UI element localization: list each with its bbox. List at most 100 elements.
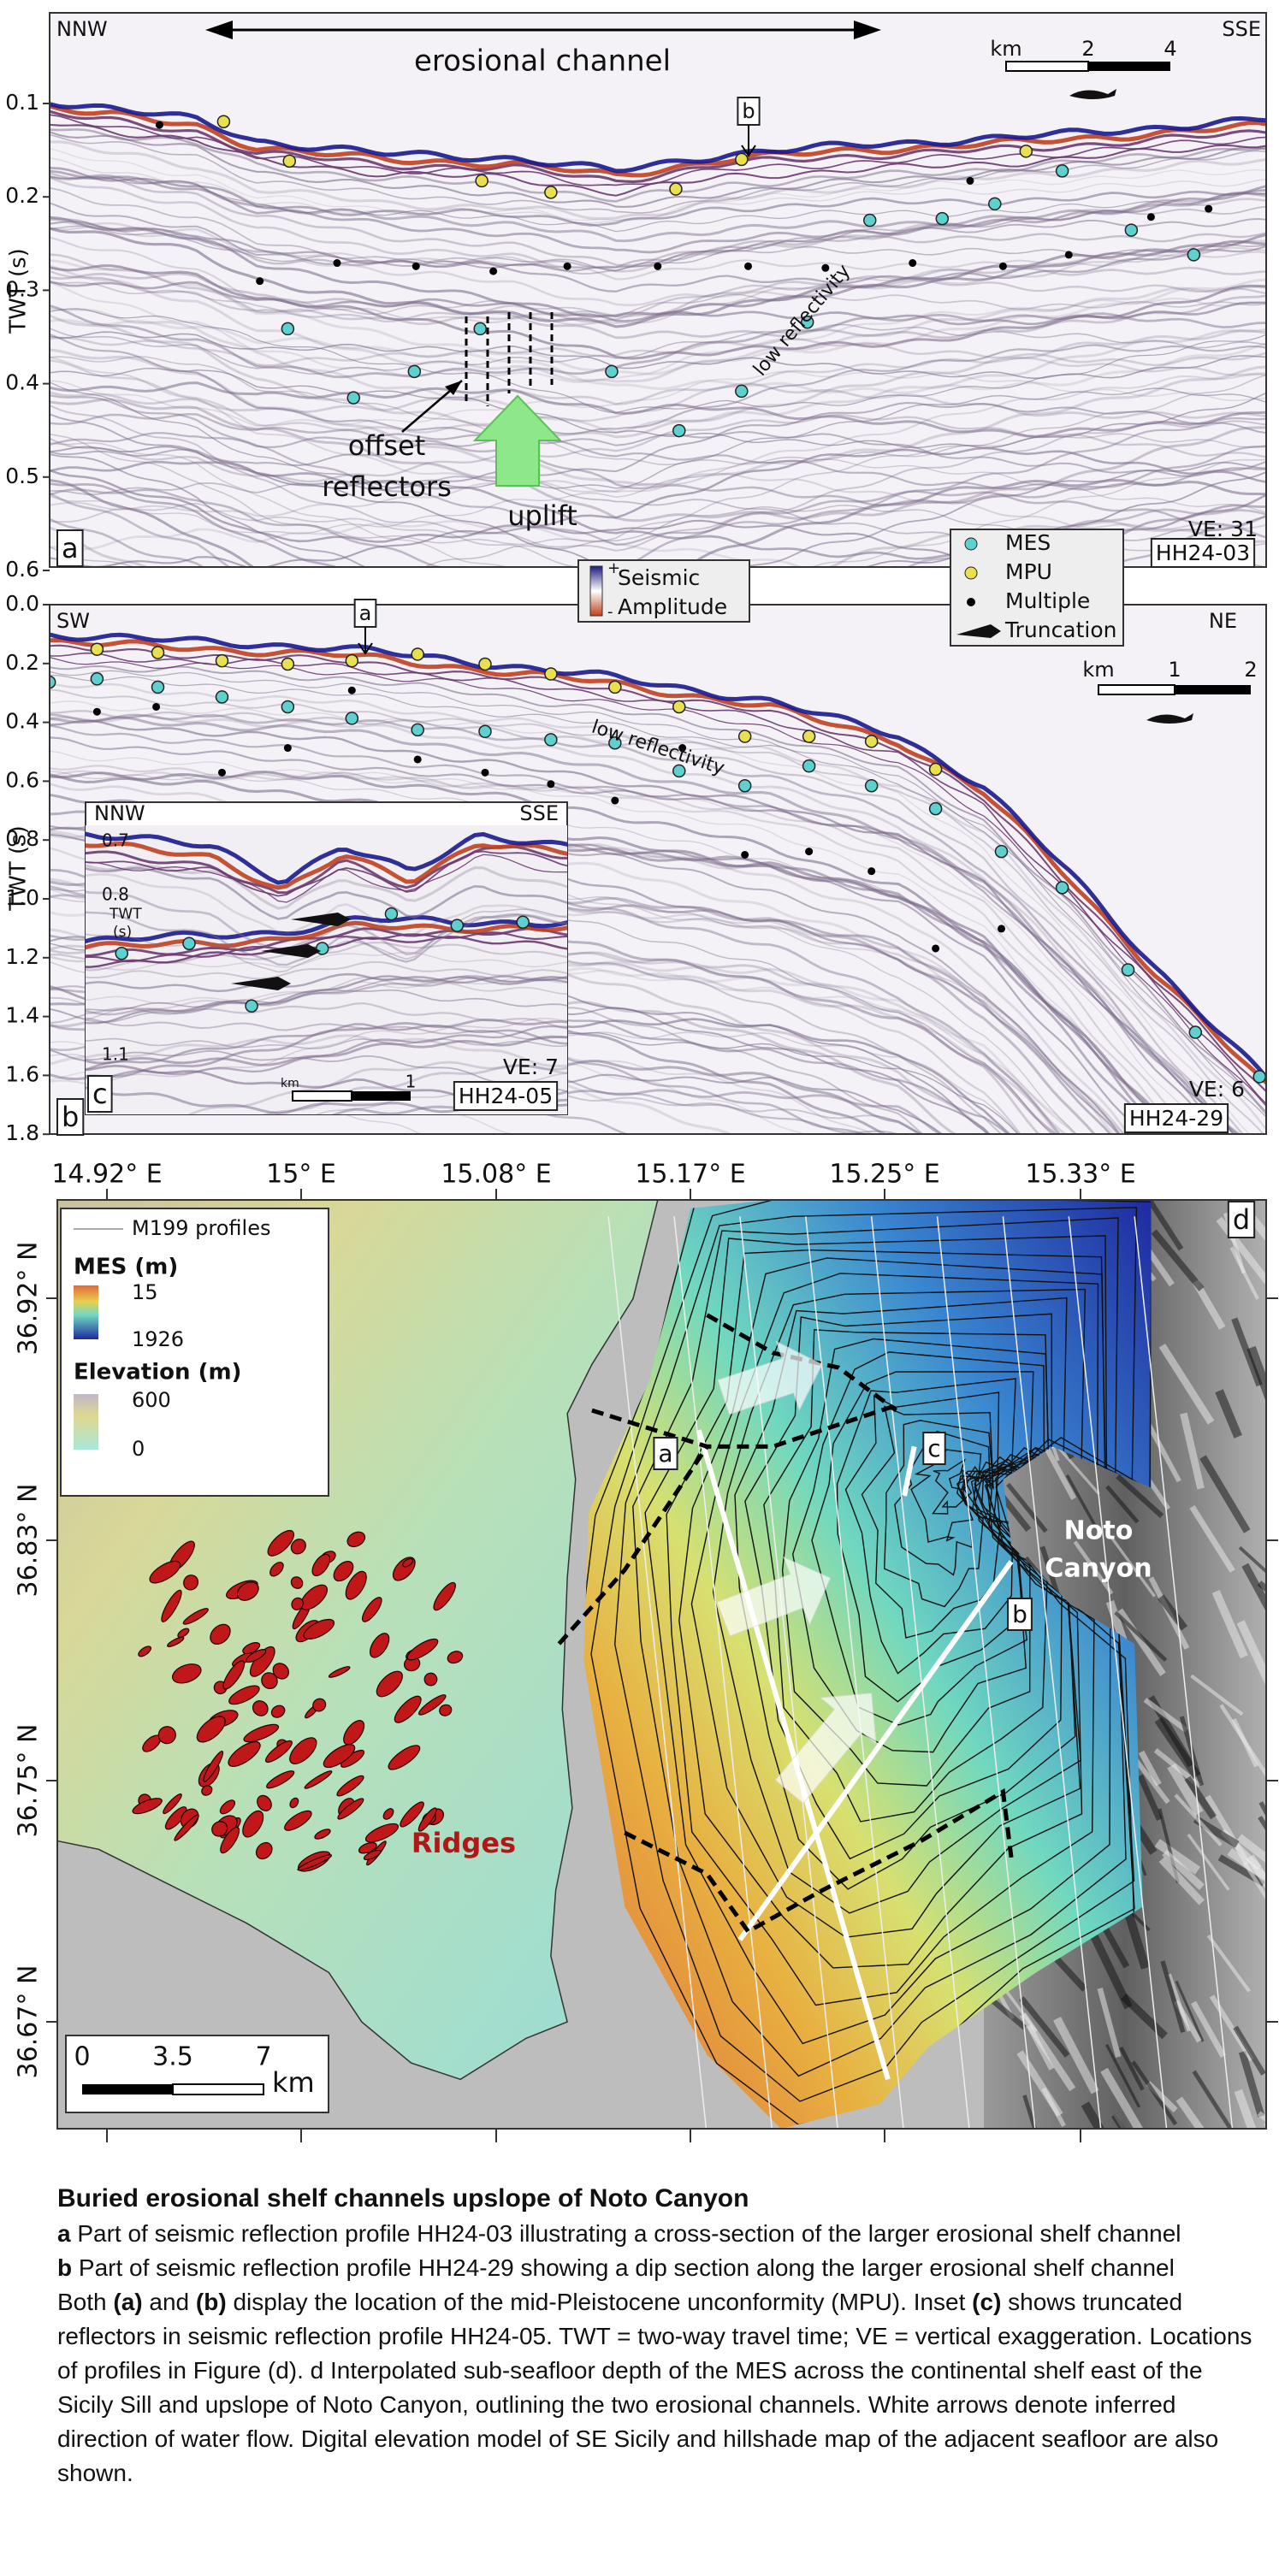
horizon-marker bbox=[1055, 881, 1069, 895]
reflector bbox=[86, 1037, 567, 1049]
label: Elevation (m) bbox=[74, 1360, 241, 1385]
hillshade-streak bbox=[1234, 2089, 1257, 2129]
hillshade-streak bbox=[1105, 1485, 1140, 1524]
hillshade-streak bbox=[1081, 2101, 1105, 2129]
hillshade-streak bbox=[1233, 2025, 1266, 2076]
horizon-marker bbox=[1019, 145, 1033, 158]
reflector bbox=[50, 719, 1235, 1134]
hillshade-streak bbox=[1053, 2016, 1099, 2094]
reflector bbox=[50, 446, 1266, 567]
reflector bbox=[50, 225, 1266, 281]
reflector bbox=[50, 169, 1266, 254]
horizon-marker bbox=[802, 730, 816, 743]
inset-c bbox=[85, 801, 568, 1115]
hillshade-streak bbox=[1019, 1996, 1070, 2058]
ridge bbox=[257, 1794, 272, 1811]
reflector bbox=[50, 446, 1266, 543]
reflector bbox=[50, 370, 1266, 428]
scale-bar bbox=[1098, 684, 1175, 695]
label-box: c bbox=[87, 1075, 113, 1113]
y-tick-label: 0.2 bbox=[5, 183, 39, 208]
label: VE: 7 bbox=[503, 1055, 559, 1079]
reflector bbox=[50, 202, 1266, 272]
label-box bbox=[737, 97, 761, 126]
reflector bbox=[50, 216, 1266, 306]
hillshade-streak bbox=[1160, 1960, 1186, 2033]
horizon-marker bbox=[966, 176, 974, 185]
seismic-a bbox=[50, 13, 1266, 567]
hillshade-streak bbox=[1065, 1474, 1098, 1528]
legend-swatch bbox=[967, 598, 975, 606]
label-box bbox=[56, 1098, 85, 1136]
hillshade-streak bbox=[1097, 1988, 1122, 2058]
ridge bbox=[369, 1633, 390, 1658]
horizon-marker bbox=[737, 730, 752, 743]
reflector bbox=[50, 490, 1266, 567]
caption-title: Buried erosional shelf channels upslope … bbox=[57, 2184, 749, 2213]
reflector bbox=[50, 478, 1266, 567]
flow-arrow bbox=[774, 1693, 877, 1805]
reflector bbox=[50, 404, 1266, 552]
hillshade-streak bbox=[1162, 1849, 1205, 1890]
reflector bbox=[50, 264, 1266, 383]
caption-text: Both bbox=[57, 2289, 114, 2315]
horizon-marker bbox=[333, 259, 341, 268]
hillshade-streak bbox=[1190, 2000, 1226, 2058]
label: km bbox=[1082, 658, 1114, 682]
hillshade-streak bbox=[1111, 2113, 1126, 2129]
label: 2 bbox=[1081, 37, 1094, 61]
y-axis-label: TWT (s) bbox=[6, 825, 32, 912]
reflector bbox=[50, 272, 1266, 340]
reflector bbox=[50, 220, 1266, 292]
hillshade-streak bbox=[1151, 1229, 1205, 1291]
ridge bbox=[201, 1785, 213, 1796]
reflector bbox=[50, 674, 1266, 1118]
reflector bbox=[50, 520, 1266, 567]
ridge bbox=[388, 1745, 421, 1770]
ridge bbox=[228, 1740, 261, 1767]
channel-rim bbox=[557, 1445, 709, 1645]
ridge bbox=[157, 1726, 176, 1745]
ridge bbox=[242, 1810, 264, 1838]
hillshade-streak bbox=[1215, 1389, 1242, 1439]
horizon-marker bbox=[215, 653, 229, 668]
label-box: b bbox=[737, 97, 761, 126]
hillshade-streak bbox=[1236, 1620, 1266, 1687]
hillshade-streak bbox=[1231, 1317, 1263, 1387]
marker-arrow bbox=[358, 627, 373, 655]
lon-label: 15° E bbox=[266, 1160, 336, 1190]
horizon-marker bbox=[481, 768, 489, 777]
reflector bbox=[50, 714, 1237, 1134]
label: VE: 6 bbox=[1189, 1077, 1245, 1102]
horizon-marker bbox=[384, 907, 399, 921]
ridge bbox=[382, 1808, 394, 1820]
truncation-arrow bbox=[231, 977, 291, 990]
horizon-marker bbox=[216, 115, 231, 128]
ridge bbox=[289, 1737, 317, 1764]
reflector bbox=[50, 216, 1266, 318]
horizon-marker bbox=[489, 267, 498, 275]
hillshade-streak bbox=[1238, 2050, 1265, 2118]
legend-label: Multiple bbox=[1005, 588, 1090, 613]
label: SW bbox=[56, 609, 90, 633]
label: Canyon bbox=[1045, 1554, 1152, 1584]
profile-line bbox=[1002, 1216, 1102, 2129]
reflector bbox=[50, 323, 1266, 375]
hillshade-streak bbox=[1219, 1704, 1266, 1778]
ridge bbox=[196, 1716, 226, 1743]
ridge bbox=[236, 1581, 259, 1601]
hillshade-streak bbox=[1184, 1775, 1217, 1820]
y-tick-label: 0.5 bbox=[5, 464, 39, 488]
horizon-marker bbox=[411, 647, 424, 661]
hillshade-streak bbox=[1174, 1793, 1223, 1846]
horizon-marker bbox=[997, 925, 1005, 933]
reflector bbox=[50, 441, 1266, 567]
ridge bbox=[333, 1561, 354, 1582]
scale-bar bbox=[82, 2084, 173, 2094]
scale-bar bbox=[352, 1091, 411, 1101]
hillshade-streak bbox=[1175, 1980, 1205, 2042]
label: NE bbox=[1209, 609, 1237, 633]
truncation-arrow bbox=[261, 944, 321, 958]
label: km bbox=[272, 2066, 315, 2099]
y-tick-label: 0.0 bbox=[5, 591, 39, 616]
